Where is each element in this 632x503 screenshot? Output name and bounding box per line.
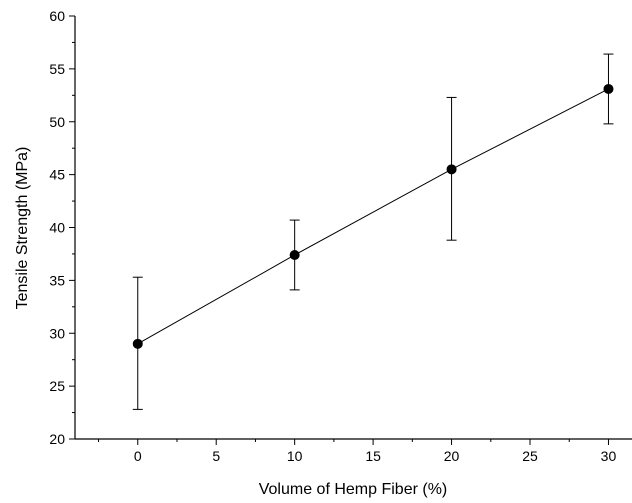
y-tick-label: 20 (49, 431, 65, 447)
x-tick-label: 0 (134, 448, 142, 464)
x-tick-label: 25 (522, 448, 538, 464)
x-tick-label: 10 (287, 448, 303, 464)
axes: 20 25 30 35 40 45 50 55 60 0 5 10 15 20 25 30 (49, 8, 632, 464)
data-point (446, 164, 457, 175)
x-axis-title: Volume of Hemp Fiber (%) (259, 481, 448, 498)
y-tick-label: 35 (49, 272, 65, 288)
y-axis-title: Tensile Strength (MPa) (14, 147, 31, 310)
x-tick-label: 20 (444, 448, 460, 464)
series-line (137, 88, 609, 345)
y-tick-label: 45 (49, 167, 65, 183)
y-tick-label: 55 (49, 61, 65, 77)
y-tick-label: 40 (49, 220, 65, 236)
y-tick-label: 60 (49, 8, 65, 24)
series-layer (132, 53, 614, 410)
plot-background (75, 16, 632, 439)
data-point (132, 338, 143, 349)
data-point (289, 249, 300, 260)
y-tick-label: 30 (49, 325, 65, 341)
y-tick-label: 25 (49, 378, 65, 394)
x-tick-label: 30 (601, 448, 617, 464)
x-tick-label: 5 (212, 448, 220, 464)
x-tick-label: 15 (365, 448, 381, 464)
data-point (603, 83, 614, 94)
y-tick-label: 50 (49, 114, 65, 130)
